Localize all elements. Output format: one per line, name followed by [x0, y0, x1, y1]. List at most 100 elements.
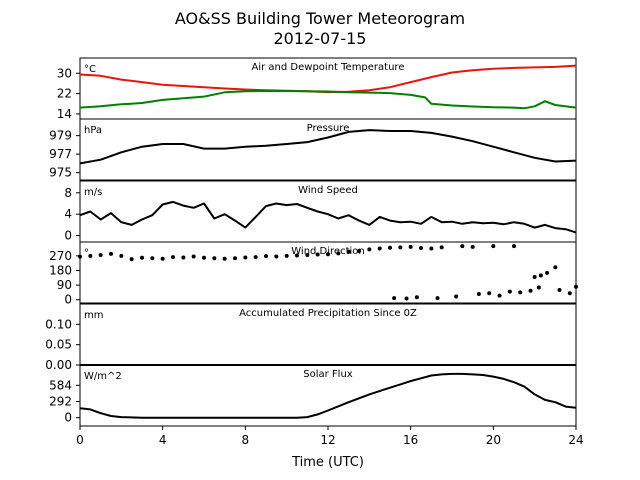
- panel-frame: [79, 118, 577, 181]
- data-point: [439, 245, 444, 250]
- y-tick-label: 90: [57, 278, 72, 292]
- data-point: [487, 291, 492, 296]
- data-point: [98, 253, 103, 258]
- data-point: [429, 246, 434, 251]
- data-point: [160, 256, 165, 261]
- x-axis-label: Time (UTC): [291, 455, 364, 470]
- data-point: [388, 245, 392, 250]
- y-tick-label: 0.10: [45, 317, 72, 331]
- data-point: [518, 290, 523, 295]
- panel-unit: °: [84, 248, 89, 259]
- data-point: [419, 246, 423, 251]
- data-point: [545, 270, 550, 275]
- series-line-0: [79, 372, 577, 419]
- x-tick-label: 8: [242, 433, 250, 447]
- panel-5: W/m^2 Solar Flux 0 292 584: [49, 364, 577, 427]
- panel-title: Pressure: [307, 123, 350, 134]
- data-point: [532, 274, 537, 279]
- data-point: [315, 252, 320, 257]
- data-point: [435, 296, 440, 301]
- data-point: [233, 256, 237, 261]
- chart-title: AO&SS Building Tower Meteorogram: [175, 9, 465, 28]
- data-point: [408, 244, 413, 249]
- data-point: [367, 247, 372, 252]
- data-point: [222, 256, 227, 261]
- data-point: [181, 255, 186, 260]
- panel-unit: °C: [84, 64, 96, 75]
- data-point: [274, 254, 279, 259]
- panel-title: Wind Direction: [291, 246, 365, 257]
- data-point: [243, 255, 248, 260]
- panel-unit: W/m^2: [84, 371, 122, 382]
- panel-unit: m/s: [84, 187, 102, 198]
- y-tick-label: 8: [64, 186, 72, 200]
- data-point: [404, 296, 409, 301]
- data-point: [557, 287, 562, 292]
- y-tick-label: 0: [64, 411, 72, 425]
- data-point: [150, 256, 155, 261]
- data-point: [78, 254, 82, 259]
- data-point: [357, 248, 361, 253]
- data-point: [284, 253, 289, 258]
- series-line-0: [79, 200, 577, 234]
- data-point: [491, 244, 496, 249]
- data-point: [346, 249, 351, 254]
- y-tick-label: 584: [49, 378, 72, 392]
- data-point: [119, 253, 124, 258]
- data-point: [88, 253, 93, 258]
- panel-4: mm Accumulated Precipitation Since 0Z 0.00…: [45, 303, 577, 372]
- data-point: [538, 273, 543, 278]
- x-tick-label: 12: [320, 433, 335, 447]
- data-point: [553, 265, 558, 270]
- data-point: [470, 244, 475, 249]
- data-point: [109, 251, 113, 256]
- panel-1: hPa Pressure 975 977 979: [49, 118, 577, 181]
- data-point: [392, 296, 397, 301]
- panel-title: Wind Speed: [298, 185, 358, 196]
- y-tick-label: 977: [49, 147, 72, 161]
- data-point: [295, 253, 299, 258]
- y-tick-label: 975: [49, 166, 72, 180]
- y-tick-label: 180: [49, 263, 72, 277]
- data-point: [512, 244, 516, 249]
- x-tick-label: 24: [568, 433, 583, 447]
- data-point: [528, 288, 533, 293]
- data-point: [171, 255, 175, 260]
- y-tick-label: 0: [64, 229, 72, 243]
- data-point: [377, 246, 382, 251]
- x-tick-label: 0: [76, 433, 84, 447]
- x-axis: 0 4 8 12 16 20 24: [76, 426, 584, 447]
- panel-unit: mm: [84, 310, 103, 321]
- data-point: [414, 295, 419, 300]
- panel-title: Accumulated Precipitation Since 0Z: [239, 308, 417, 319]
- panel-frame: [79, 241, 577, 304]
- panel-title: Solar Flux: [303, 369, 353, 380]
- data-point: [129, 257, 134, 262]
- data-point: [253, 255, 258, 260]
- data-point: [305, 253, 310, 258]
- data-point: [140, 255, 144, 260]
- y-tick-label: 292: [49, 394, 72, 408]
- data-point: [454, 294, 459, 299]
- panel-2: m/s Wind Speed 0 4 8: [64, 180, 577, 243]
- data-point: [336, 251, 341, 256]
- data-point: [202, 255, 206, 260]
- panel-unit: hPa: [84, 125, 102, 136]
- x-tick-label: 20: [486, 433, 501, 447]
- x-tick-label: 16: [403, 433, 418, 447]
- y-tick-label: 22: [57, 87, 72, 101]
- data-point: [476, 292, 481, 297]
- data-point: [460, 244, 465, 249]
- series-line-0: [79, 129, 577, 165]
- panels: °C Air and Dewpoint Temperature 14 22 30 hPa P…: [45, 57, 578, 427]
- y-tick-label: 979: [49, 129, 72, 143]
- series-line-1: [79, 90, 577, 110]
- chart-subtitle: 2012-07-15: [274, 29, 367, 48]
- y-tick-label: 0.00: [45, 358, 72, 372]
- data-point: [574, 284, 578, 289]
- data-point: [567, 291, 572, 296]
- y-tick-label: 0: [64, 293, 72, 307]
- panel-0: °C Air and Dewpoint Temperature 14 22 30: [57, 57, 577, 121]
- x-tick-label: 4: [159, 433, 167, 447]
